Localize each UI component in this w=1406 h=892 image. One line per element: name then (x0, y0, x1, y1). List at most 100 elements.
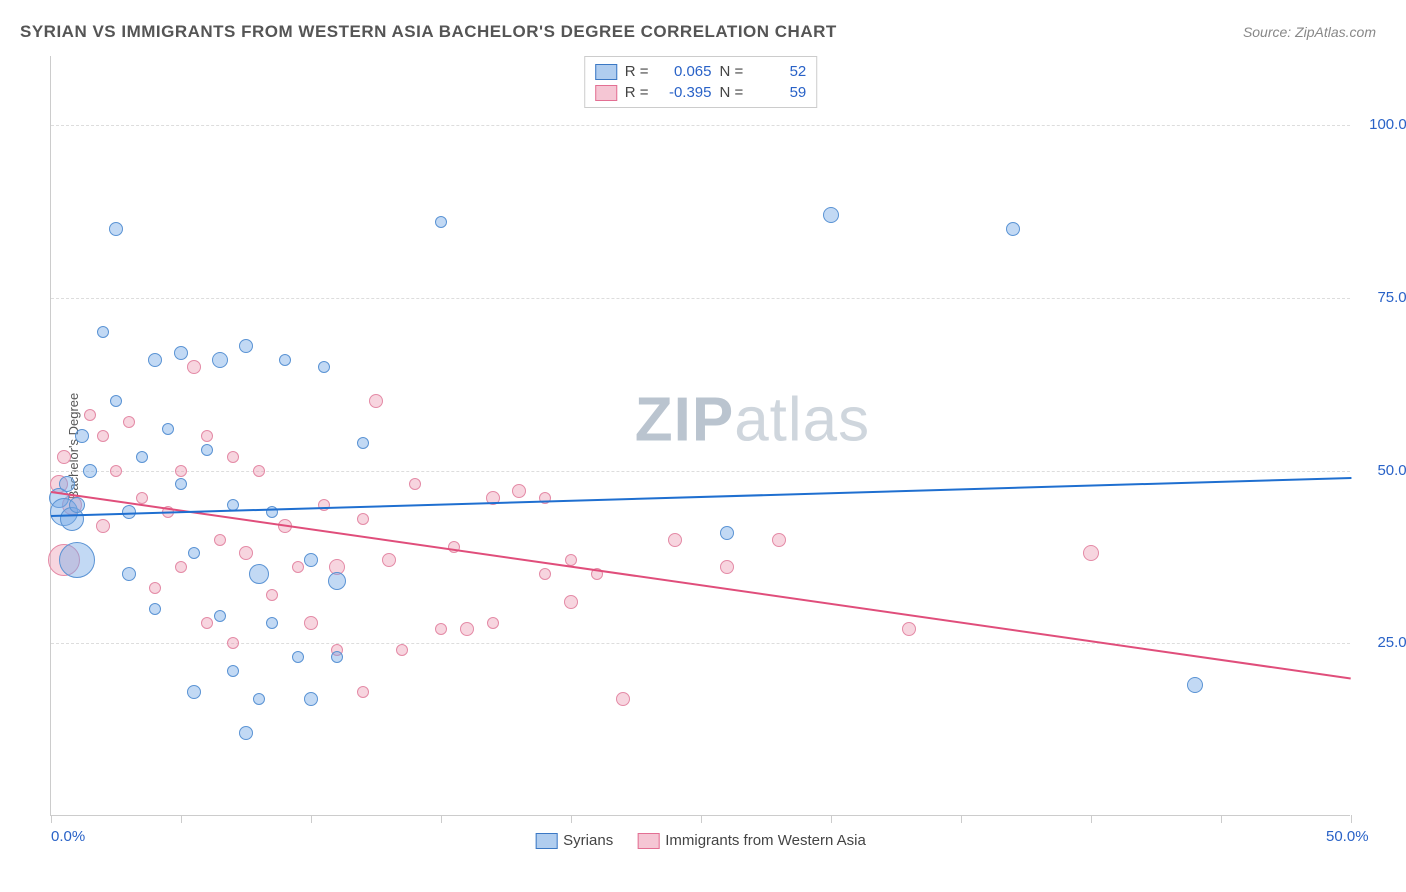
xtick (441, 815, 442, 823)
scatter-point-western-asia (227, 637, 239, 649)
scatter-point-western-asia (435, 623, 447, 635)
xtick (1221, 815, 1222, 823)
scatter-point-western-asia (512, 484, 526, 498)
scatter-point-western-asia (720, 560, 734, 574)
scatter-point-syrians (318, 361, 330, 373)
scatter-point-syrians (1006, 222, 1020, 236)
r-label: R = (625, 84, 649, 101)
legend-inset-row: R = 0.065 N = 52 (595, 61, 807, 82)
xtick (1091, 815, 1092, 823)
scatter-point-western-asia (1083, 545, 1099, 561)
legend-item: Syrians (535, 832, 613, 849)
scatter-point-western-asia (136, 492, 148, 504)
watermark: ZIPatlas (635, 385, 870, 456)
plot-area: ZIPatlas R = 0.065 N = 52 R = -0.395 N =… (50, 56, 1350, 816)
n-label: N = (720, 63, 744, 80)
chart-title: SYRIAN VS IMMIGRANTS FROM WESTERN ASIA B… (20, 22, 837, 42)
scatter-point-syrians (188, 547, 200, 559)
trendline-western-asia (51, 491, 1351, 680)
scatter-point-syrians (110, 395, 122, 407)
n-value: 52 (751, 63, 806, 80)
scatter-point-syrians (201, 444, 213, 456)
scatter-point-western-asia (318, 499, 330, 511)
scatter-point-western-asia (357, 513, 369, 525)
scatter-point-western-asia (97, 430, 109, 442)
legend-inset-row: R = -0.395 N = 59 (595, 82, 807, 103)
scatter-point-western-asia (292, 561, 304, 573)
scatter-point-syrians (175, 478, 187, 490)
scatter-point-syrians (435, 216, 447, 228)
scatter-point-syrians (304, 692, 318, 706)
scatter-point-western-asia (227, 451, 239, 463)
xtick (311, 815, 312, 823)
xtick (961, 815, 962, 823)
r-label: R = (625, 63, 649, 80)
scatter-point-syrians (212, 352, 228, 368)
scatter-point-western-asia (175, 465, 187, 477)
scatter-point-syrians (357, 437, 369, 449)
source-attribution: Source: ZipAtlas.com (1243, 24, 1376, 40)
r-value: -0.395 (657, 84, 712, 101)
scatter-point-syrians (187, 685, 201, 699)
scatter-point-syrians (292, 651, 304, 663)
scatter-point-western-asia (239, 546, 253, 560)
legend-swatch-blue (595, 64, 617, 80)
scatter-point-syrians (227, 665, 239, 677)
legend-label: Immigrants from Western Asia (665, 832, 866, 849)
scatter-point-syrians (239, 726, 253, 740)
scatter-point-syrians (253, 693, 265, 705)
ytick-label: 50.0% (1360, 462, 1406, 479)
legend-label: Syrians (563, 832, 613, 849)
xtick-label: 50.0% (1326, 828, 1369, 845)
scatter-point-syrians (266, 617, 278, 629)
gridline-h (51, 643, 1350, 644)
scatter-point-syrians (148, 353, 162, 367)
xtick (181, 815, 182, 823)
scatter-point-western-asia (123, 416, 135, 428)
scatter-point-syrians (823, 207, 839, 223)
scatter-point-western-asia (214, 534, 226, 546)
scatter-point-western-asia (902, 622, 916, 636)
xtick (1351, 815, 1352, 823)
scatter-point-western-asia (409, 478, 421, 490)
xtick (831, 815, 832, 823)
scatter-point-western-asia (96, 519, 110, 533)
scatter-point-western-asia (201, 430, 213, 442)
scatter-point-syrians (331, 651, 343, 663)
scatter-point-western-asia (487, 617, 499, 629)
scatter-point-syrians (162, 423, 174, 435)
legend-swatch-blue (535, 833, 557, 849)
xtick (701, 815, 702, 823)
scatter-point-western-asia (382, 553, 396, 567)
scatter-point-western-asia (539, 568, 551, 580)
scatter-point-western-asia (187, 360, 201, 374)
scatter-point-western-asia (149, 582, 161, 594)
scatter-point-western-asia (460, 622, 474, 636)
scatter-point-western-asia (175, 561, 187, 573)
scatter-point-western-asia (266, 589, 278, 601)
scatter-point-western-asia (110, 465, 122, 477)
n-value: 59 (751, 84, 806, 101)
ytick-label: 100.0% (1360, 116, 1406, 133)
scatter-point-western-asia (201, 617, 213, 629)
scatter-point-syrians (75, 429, 89, 443)
ytick-label: 25.0% (1360, 634, 1406, 651)
legend-swatch-pink (637, 833, 659, 849)
scatter-point-western-asia (369, 394, 383, 408)
gridline-h (51, 471, 1350, 472)
xtick-label: 0.0% (51, 828, 85, 845)
scatter-point-syrians (69, 497, 85, 513)
scatter-point-syrians (328, 572, 346, 590)
legend-inset: R = 0.065 N = 52 R = -0.395 N = 59 (584, 56, 818, 108)
scatter-point-syrians (149, 603, 161, 615)
legend-bottom: Syrians Immigrants from Western Asia (535, 832, 866, 849)
trendline-syrians (51, 477, 1351, 517)
legend-swatch-pink (595, 85, 617, 101)
scatter-point-western-asia (564, 595, 578, 609)
scatter-point-syrians (59, 476, 75, 492)
scatter-point-syrians (249, 564, 269, 584)
n-label: N = (720, 84, 744, 101)
scatter-point-western-asia (668, 533, 682, 547)
scatter-point-syrians (83, 464, 97, 478)
scatter-point-western-asia (772, 533, 786, 547)
